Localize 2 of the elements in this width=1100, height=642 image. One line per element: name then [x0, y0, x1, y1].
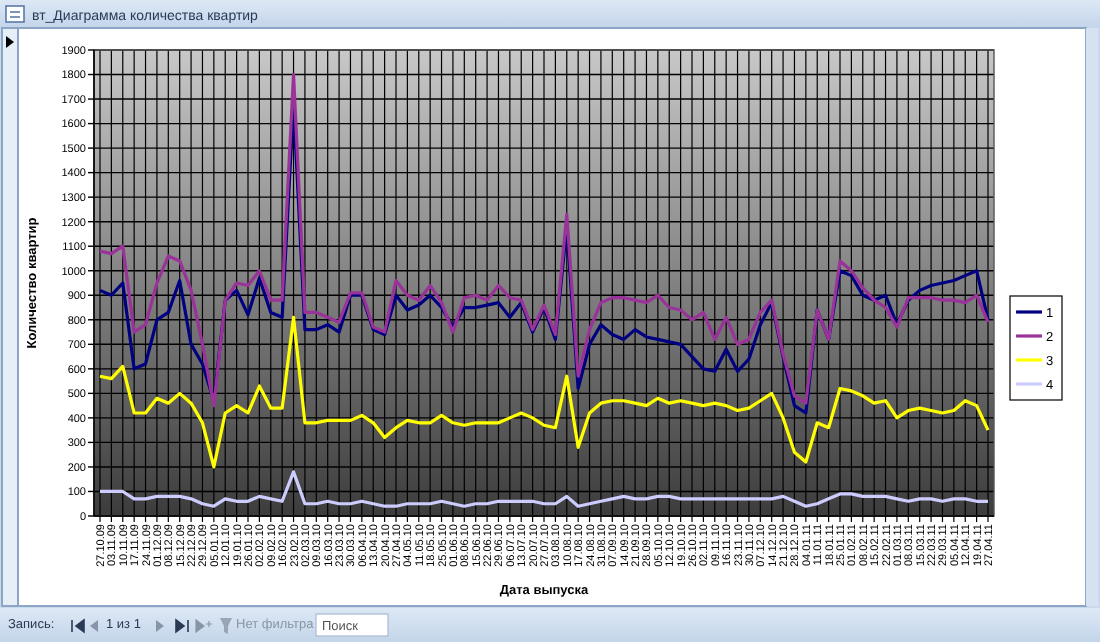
line-series	[98, 470, 990, 508]
line-series	[98, 315, 990, 469]
